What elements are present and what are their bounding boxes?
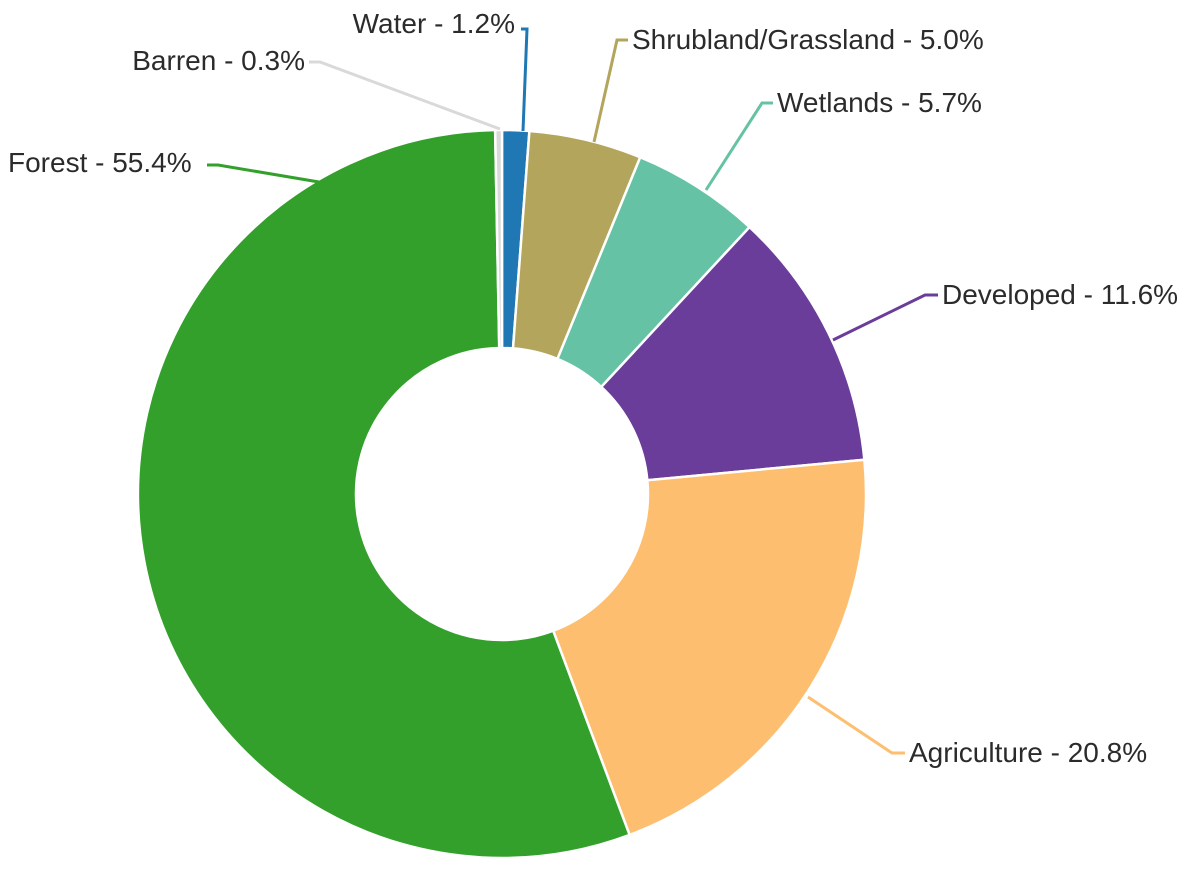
slice-agriculture bbox=[551, 458, 868, 837]
label-agriculture: Agriculture - 20.8% bbox=[909, 737, 1147, 768]
slice-forest bbox=[136, 128, 632, 860]
leader-line-wetlands bbox=[704, 101, 773, 191]
slice-labels-layer: Water - 1.2% Shrubland/Grassland - 5.0% We… bbox=[8, 8, 1178, 768]
label-wetlands: Wetlands - 5.7% bbox=[777, 87, 982, 118]
leader-line-barren bbox=[309, 60, 501, 131]
leader-line-water bbox=[521, 27, 529, 132]
slice-developed bbox=[599, 225, 866, 482]
slices-layer bbox=[136, 128, 868, 860]
leader-lines-layer bbox=[207, 27, 938, 755]
label-forest: Forest - 55.4% bbox=[8, 147, 192, 178]
label-developed: Developed - 11.6% bbox=[942, 279, 1178, 310]
leader-line-shrubland bbox=[592, 38, 628, 143]
leader-line-agriculture bbox=[807, 695, 905, 755]
leader-line-developed bbox=[832, 293, 938, 342]
slice-barren bbox=[493, 128, 504, 350]
label-water: Water - 1.2% bbox=[353, 8, 515, 39]
label-barren: Barren - 0.3% bbox=[132, 45, 305, 76]
label-shrubland: Shrubland/Grassland - 5.0% bbox=[632, 24, 984, 55]
leader-line-forest bbox=[207, 163, 320, 184]
